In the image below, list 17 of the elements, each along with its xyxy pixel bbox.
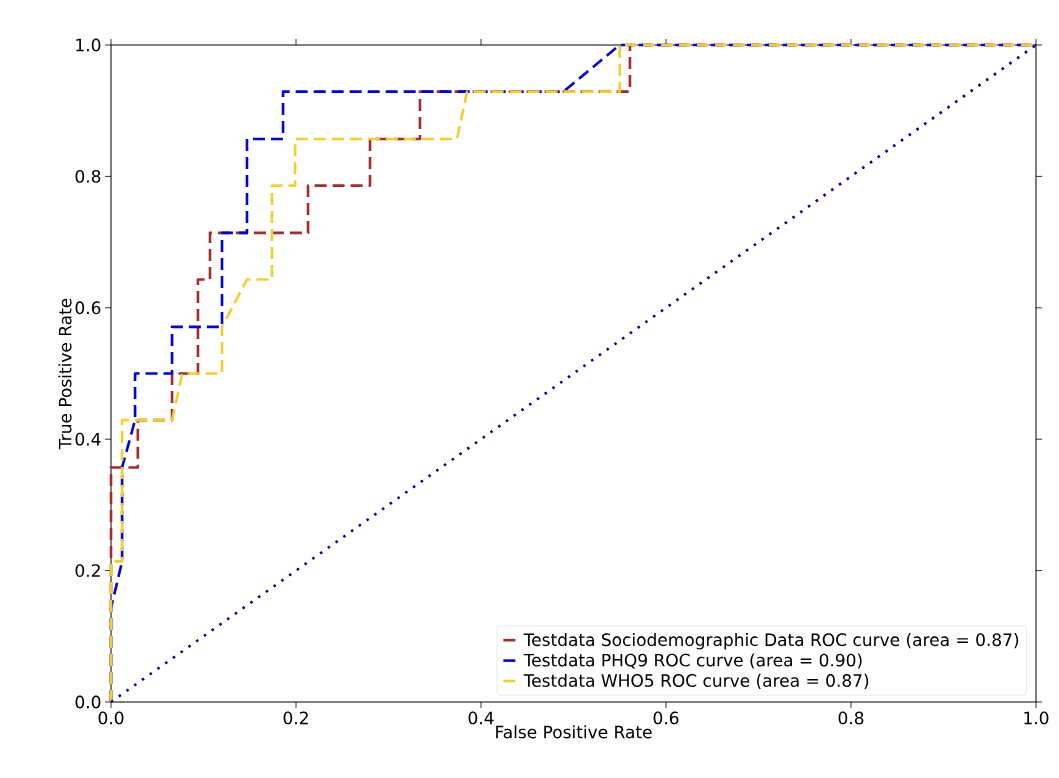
x-axis-title: False Positive Rate [496,725,652,739]
y-tick-label: 0.2 [75,564,100,578]
x-tick-label: 0.4 [468,711,494,725]
legend-label: Testdata Sociodemographic Data ROC curve (area = 0.87) [523,632,1019,650]
y-axis-title: True Positive Rate [58,298,72,450]
y-tick-label: 1.0 [76,38,101,52]
legend-label: Testdata PHQ9 ROC curve (area = 0.90) [523,653,862,669]
x-tick-label: 0.0 [98,711,124,725]
x-tick-label: 0.8 [838,711,864,725]
x-tick-label: 0.2 [283,711,308,725]
x-tick-label: 1.0 [1024,711,1049,725]
y-tick-label: 0.6 [75,301,101,315]
legend-label: Testdata WHO5 ROC curve (area = 0.87) [523,673,869,689]
y-tick-label: 0.8 [75,169,101,183]
x-tick-label: 0.6 [653,711,679,725]
y-tick-label: 0.0 [75,695,101,709]
y-tick-label: 0.4 [75,432,101,446]
